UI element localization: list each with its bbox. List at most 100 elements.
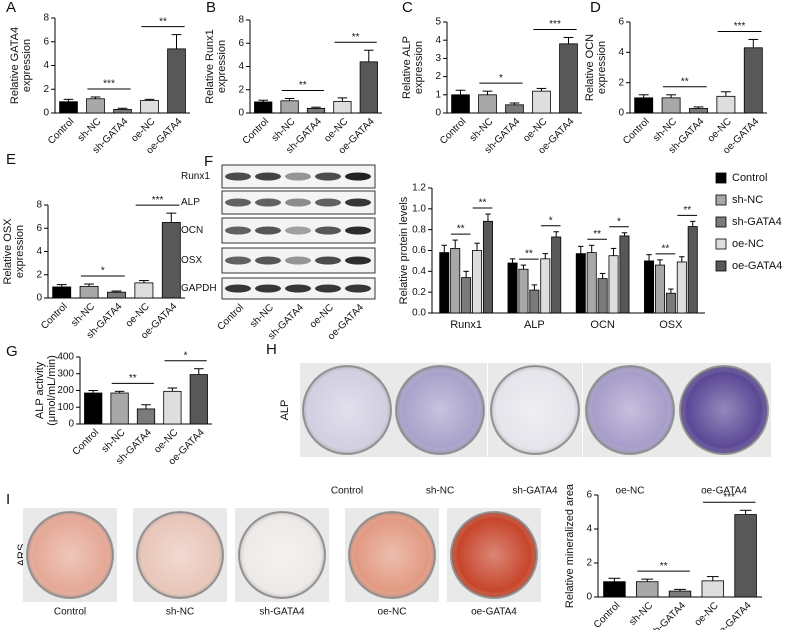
y-tick-label: 6 [238, 38, 244, 49]
y-tick-label: 100 [57, 402, 74, 413]
well-shade [680, 366, 768, 454]
blot-band [345, 256, 371, 265]
y-tick-label: 6 [586, 490, 592, 501]
y-tick-label: 0.0 [412, 308, 426, 319]
bar [86, 98, 105, 114]
blot-band [345, 198, 371, 207]
panel-letter: F [204, 153, 213, 170]
bar [359, 61, 378, 114]
bar [134, 282, 154, 299]
well-shade [137, 512, 223, 598]
x-tick-label: Control [71, 427, 102, 458]
blot-band [225, 198, 251, 207]
legend-swatch [715, 172, 727, 184]
y-tick-label: 8 [238, 15, 244, 26]
legend-swatch [715, 216, 727, 228]
bar [532, 90, 551, 114]
y-tick-label: 200 [57, 385, 74, 396]
well-label: Control [54, 607, 86, 618]
well-shade [586, 366, 674, 454]
blot-band [345, 172, 371, 181]
bar [608, 255, 619, 314]
y-tick-label: 2 [586, 558, 592, 569]
blot-band [255, 172, 281, 181]
y-axis-label: Relative OCN [584, 34, 596, 101]
significance-label: ** [660, 561, 668, 572]
significance-label: *** [103, 79, 115, 90]
blot-band [345, 226, 371, 235]
panel-letter: H [266, 341, 277, 358]
significance-label: ** [299, 80, 307, 91]
y-axis-label: expression [21, 39, 33, 92]
bar [559, 43, 578, 114]
y-tick-label: 4 [238, 61, 244, 72]
panel-letter: B [206, 0, 216, 16]
bar [482, 220, 493, 314]
y-tick-label: 0.4 [412, 266, 426, 277]
y-tick-label: 2 [36, 269, 42, 280]
well-label: Control [331, 486, 363, 497]
y-tick-label: 400 [57, 352, 74, 363]
bar [450, 248, 461, 314]
bar [280, 100, 299, 114]
well-label: oe-NC [616, 486, 645, 497]
blot-row-label: OSX [181, 255, 202, 266]
bar [603, 581, 626, 598]
significance-label: * [101, 266, 105, 277]
blot-band [315, 284, 341, 293]
bar [716, 95, 736, 114]
y-tick-label: 5 [435, 17, 441, 28]
bar [634, 97, 654, 114]
blot-row-label: GAPDH [181, 283, 217, 294]
bar [451, 94, 470, 114]
bar [84, 392, 103, 425]
panel-letter: G [6, 343, 18, 360]
y-tick-label: 2 [435, 71, 441, 82]
panel-letter: E [6, 151, 16, 168]
well-shade [396, 366, 484, 454]
bar [472, 250, 483, 314]
y-tick-label: 4 [586, 524, 592, 535]
y-tick-label: 8 [36, 200, 42, 211]
significance-label: *** [723, 492, 735, 503]
y-tick-label: 0 [68, 419, 74, 430]
blot-band [225, 172, 251, 181]
significance-label: ** [681, 76, 689, 87]
y-tick-label: 4 [36, 246, 42, 257]
significance-label: ** [593, 229, 601, 240]
bar [439, 252, 450, 314]
x-tick-label: ALP [524, 319, 545, 331]
bar [140, 100, 159, 114]
bar [687, 226, 698, 314]
blot-lane-label: oe-NC [308, 302, 336, 330]
significance-label: ** [479, 198, 487, 209]
y-tick-label: 0 [43, 108, 49, 119]
y-axis-label: Relative Runx1 [204, 29, 216, 104]
bar [597, 278, 608, 314]
well-shade [349, 512, 435, 598]
blot-band [255, 226, 281, 235]
y-tick-label: 0 [618, 108, 624, 119]
well-label: sh-GATA4 [259, 607, 305, 618]
significance-label: ** [457, 224, 465, 235]
significance-label: ** [352, 32, 360, 43]
blot-row-label: ALP [181, 197, 200, 208]
well-shade [239, 512, 325, 598]
y-tick-label: 4 [618, 47, 624, 58]
y-tick-label: 300 [57, 368, 74, 379]
blot-band [225, 226, 251, 235]
y-tick-label: 2 [238, 84, 244, 95]
significance-label: * [549, 215, 553, 226]
y-tick-label: 4 [435, 35, 441, 46]
blot-band [285, 256, 311, 265]
blot-frame [221, 164, 376, 189]
y-axis-label: expression [216, 40, 228, 93]
bar [644, 260, 655, 314]
blot-row-label: OCN [181, 225, 203, 236]
bar [689, 108, 708, 114]
significance-label: ** [129, 373, 137, 384]
bar [507, 262, 518, 314]
blot-band [255, 284, 281, 293]
bar [107, 291, 126, 299]
significance-label: * [499, 73, 503, 84]
